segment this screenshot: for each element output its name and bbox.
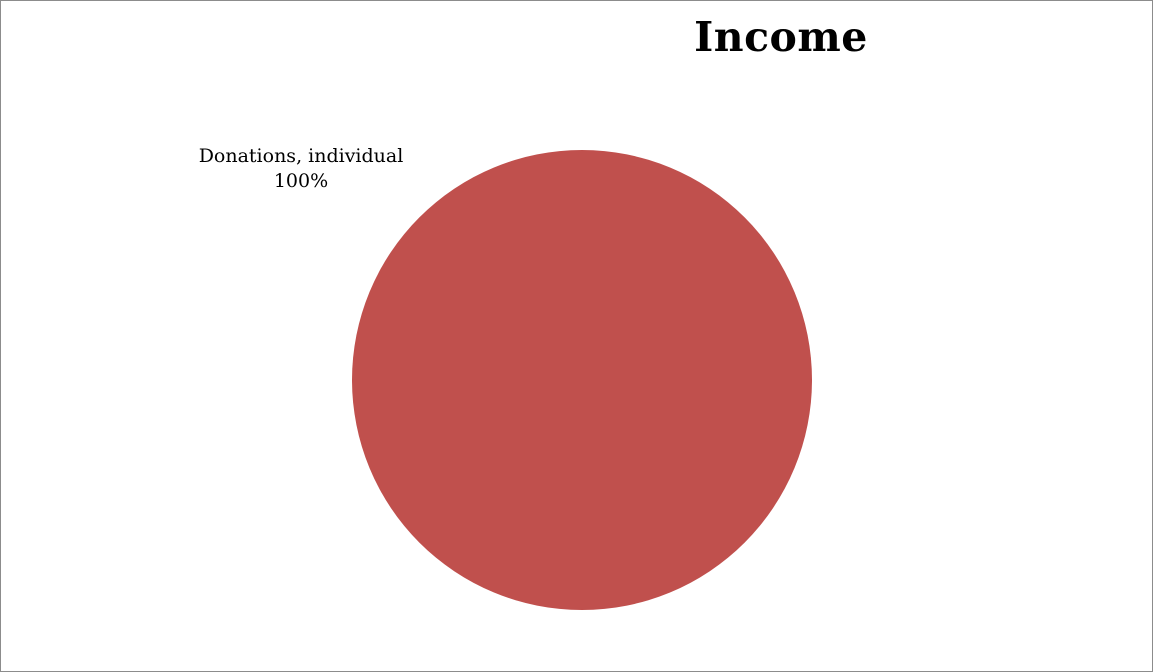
slice-label-name: Donations, individual: [198, 145, 404, 167]
pie-slices: [352, 150, 812, 610]
pie-slice-0: [352, 150, 812, 610]
slice-label: Donations, individual 100%: [171, 144, 431, 194]
chart-title: Income: [694, 13, 868, 61]
slice-label-percent: 100%: [273, 170, 329, 192]
